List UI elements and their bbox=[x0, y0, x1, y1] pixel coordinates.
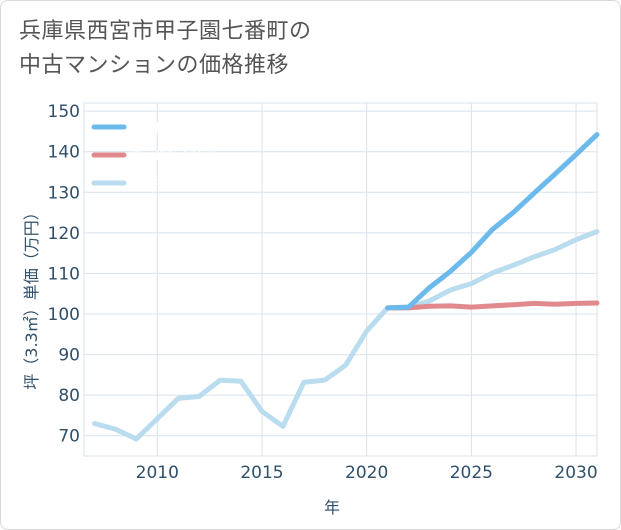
x-axis-title: 年 bbox=[324, 498, 340, 517]
y-tick-label: 80 bbox=[58, 386, 80, 406]
plot-area bbox=[83, 102, 598, 457]
y-tick-label: 140 bbox=[48, 143, 80, 163]
series-line-normal bbox=[92, 229, 600, 442]
legend-label: ノーマルシナリオ bbox=[128, 176, 228, 191]
y-tick-label: 130 bbox=[48, 183, 80, 203]
y-axis-title: 坪（3.3㎡）単価（万円） bbox=[22, 204, 41, 389]
legend-label: グッドシナリオ bbox=[128, 120, 216, 135]
x-tick-label: 2020 bbox=[345, 463, 388, 483]
title-line-2: 中古マンションの価格推移 bbox=[19, 53, 290, 78]
legend-label: バッドシナリオ bbox=[128, 148, 216, 163]
y-tick-label: 150 bbox=[48, 102, 80, 122]
x-tick-label: 2025 bbox=[450, 463, 493, 483]
axis-ticks: 70 80 90 100 110 120 130 140 150 2010 2015 2020 2025… bbox=[48, 102, 598, 483]
series-line-bad bbox=[385, 300, 600, 311]
page-title: 兵庫県西宮市甲子園七番町の 中古マンションの価格推移 bbox=[19, 15, 312, 83]
title-line-1: 兵庫県西宮市甲子園七番町の bbox=[19, 19, 312, 44]
x-tick-label: 2010 bbox=[136, 463, 179, 483]
y-tick-label: 120 bbox=[48, 224, 80, 244]
x-tick-label: 2030 bbox=[554, 463, 597, 483]
y-tick-label: 70 bbox=[58, 427, 80, 447]
grid-lines bbox=[83, 102, 598, 457]
x-tick-label: 2015 bbox=[240, 463, 283, 483]
y-tick-label: 110 bbox=[48, 264, 80, 284]
series-lines bbox=[92, 132, 600, 442]
y-tick-label: 100 bbox=[48, 305, 80, 325]
series-line-good bbox=[385, 132, 600, 311]
y-tick-label: 90 bbox=[58, 346, 80, 366]
